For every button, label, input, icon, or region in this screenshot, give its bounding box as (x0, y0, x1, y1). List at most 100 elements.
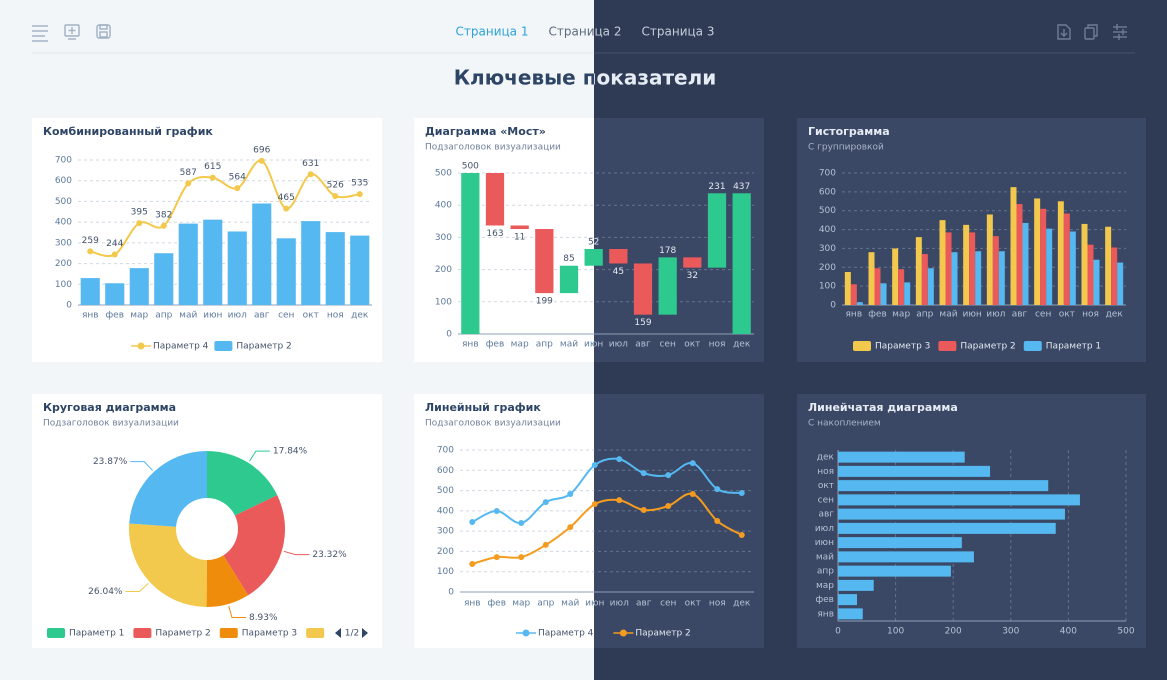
leader-line (125, 582, 149, 593)
bar (1022, 222, 1029, 305)
x-tick-label: сен (1035, 310, 1051, 320)
data-label: 8.93% (249, 613, 278, 623)
leader-line (228, 605, 246, 619)
y-tick-label: сен (818, 495, 834, 505)
data-label: 199 (536, 297, 553, 307)
leader-line (283, 550, 310, 556)
panel-subtitle: Подзаголовок визуализации (43, 419, 179, 429)
x-tick-label: 0 (835, 627, 841, 637)
legend-marker (522, 629, 530, 637)
bar (510, 225, 529, 230)
data-label: 159 (634, 318, 651, 328)
bar (1046, 228, 1053, 305)
legend-swatch (219, 628, 238, 638)
bar (874, 268, 881, 305)
legend-swatch (1023, 341, 1042, 351)
y-tick-label: июн (815, 538, 834, 548)
point (307, 171, 314, 178)
copy-icon[interactable] (1084, 24, 1098, 40)
legend-prev[interactable] (335, 628, 341, 638)
y-tick-label: 300 (435, 233, 452, 243)
legend-page: 1/2 (345, 629, 359, 639)
y-tick-label: 100 (437, 567, 454, 577)
page-tab[interactable]: Страница 2 (549, 25, 622, 39)
x-tick-label: окт (685, 599, 701, 609)
data-label: 23.32% (312, 550, 347, 560)
add-screen-icon[interactable] (64, 24, 80, 40)
x-tick-label: сен (278, 311, 294, 321)
bar (838, 522, 1056, 534)
bar (1111, 247, 1118, 305)
x-tick-label: апр (916, 310, 933, 320)
x-tick-label: май (939, 310, 957, 320)
bar (838, 608, 863, 620)
legend-next[interactable] (362, 628, 368, 638)
bar (856, 302, 863, 305)
x-tick-label: 500 (1117, 627, 1134, 637)
bar (658, 257, 677, 315)
y-tick-label: май (816, 552, 834, 562)
bar (992, 236, 999, 305)
legend-swatch (214, 341, 233, 351)
y-tick-label: 700 (437, 446, 454, 456)
x-tick-label: янв (82, 311, 99, 321)
data-label: 631 (302, 159, 319, 169)
page-tab[interactable]: Страница 3 (642, 25, 715, 39)
point (87, 248, 94, 255)
data-label: 23.87% (93, 457, 128, 467)
page-title: Ключевые показатели (454, 66, 717, 90)
save-icon[interactable] (96, 24, 111, 39)
bar (939, 220, 946, 305)
bar (178, 223, 198, 305)
export-icon[interactable] (1057, 24, 1071, 40)
bar (80, 278, 100, 305)
bar (1010, 187, 1017, 305)
data-label: 163 (486, 229, 503, 239)
bar (838, 508, 1065, 520)
bar (921, 254, 928, 305)
x-tick-label: сен (659, 340, 675, 350)
point (567, 524, 574, 531)
bar (252, 203, 272, 305)
x-tick-label: фев (486, 340, 505, 350)
settings-icon[interactable] (1113, 24, 1127, 40)
y-tick-label: дек (817, 453, 835, 463)
x-tick-label: 100 (887, 627, 904, 637)
y-tick-label: 100 (55, 280, 72, 290)
point (136, 220, 143, 227)
bar (485, 173, 505, 226)
x-tick-label: июн (585, 599, 604, 609)
bar (838, 579, 874, 591)
point (738, 490, 745, 497)
bar (105, 283, 125, 305)
bar (969, 232, 976, 305)
bar (838, 451, 965, 463)
panel-title: Диаграмма «Мост» (425, 125, 546, 138)
y-tick-label: 700 (819, 169, 836, 179)
legend-swatch (47, 628, 65, 638)
point (493, 554, 500, 561)
y-tick-label: янв (817, 609, 834, 619)
bar (1057, 201, 1064, 305)
legend-label: Параметр 1 (1046, 342, 1101, 352)
panel-subtitle: С накоплением (808, 419, 881, 429)
x-tick-label: ноя (327, 311, 344, 321)
menu-icon[interactable] (32, 25, 48, 42)
page-tab[interactable]: Страница 1 (456, 25, 529, 39)
y-tick-label: 500 (435, 169, 452, 179)
point (714, 518, 721, 524)
x-tick-label: янв (464, 599, 481, 609)
panel-title: Линейчатая диаграмма (808, 401, 958, 414)
data-label: 696 (253, 145, 270, 155)
point (665, 472, 672, 479)
y-tick-label: 500 (437, 486, 454, 496)
y-tick-label: 100 (819, 282, 836, 292)
x-tick-label: 400 (1060, 627, 1077, 637)
bar (927, 268, 934, 305)
point (160, 222, 167, 229)
y-tick-label: 500 (55, 197, 72, 207)
point (738, 531, 745, 538)
data-label: 465 (278, 193, 295, 203)
point (567, 491, 574, 498)
page-tab[interactable]: Страница 2 (549, 25, 622, 39)
